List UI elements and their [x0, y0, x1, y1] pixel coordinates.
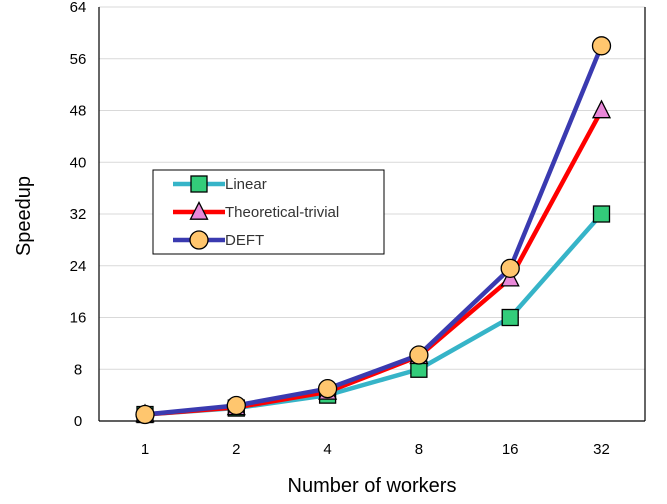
point-deft-32: [591, 36, 612, 56]
legend: Linear Theoretical-trivial DEFT: [152, 169, 385, 255]
y-tick-label: 32: [70, 206, 87, 223]
point-theoretical-trivial-32: [591, 99, 612, 119]
axes: [98, 7, 646, 422]
y-tick-label: 16: [70, 310, 87, 327]
y-tick-labels: 0 8 16 24 32 40 48 56 64: [70, 0, 87, 430]
point-linear-16: [501, 308, 519, 327]
legend-label-linear: Linear: [225, 176, 267, 193]
y-tick-label: 0: [74, 413, 82, 430]
x-tick-label: 16: [502, 441, 519, 458]
y-axis-label: Speedup: [13, 176, 35, 256]
point-deft-16: [500, 258, 520, 278]
series-line-deft: [142, 43, 604, 417]
legend-label-deft: DEFT: [225, 232, 264, 249]
x-tick-label: 8: [415, 441, 423, 458]
y-tick-label: 40: [70, 154, 87, 171]
y-tick-label: 8: [74, 361, 82, 378]
x-tick-labels: 1 2 4 8 16 32: [141, 441, 610, 458]
point-deft-4: [317, 379, 338, 399]
legend-marker-theoretical-trivial: [189, 200, 209, 220]
legend-label-theoretical-trivial: Theoretical-trivial: [225, 204, 339, 221]
x-tick-label: 32: [593, 441, 610, 458]
point-linear-32: [592, 205, 611, 223]
y-tick-label: 24: [70, 258, 87, 275]
x-tick-label: 1: [141, 441, 149, 458]
x-axis-label: Number of workers: [288, 475, 457, 497]
x-tick-label: 2: [232, 441, 240, 458]
point-deft-2: [226, 395, 246, 416]
legend-marker-linear: [190, 175, 208, 193]
legend-marker-deft: [189, 230, 209, 250]
series-markers: [135, 36, 612, 425]
point-deft-8: [409, 345, 429, 365]
y-tick-label: 56: [70, 51, 87, 68]
x-tick-label: 4: [323, 441, 331, 458]
y-tick-label: 48: [70, 103, 87, 120]
point-deft-1: [135, 404, 155, 425]
y-tick-label: 64: [70, 0, 87, 16]
series-lines: [142, 43, 604, 417]
